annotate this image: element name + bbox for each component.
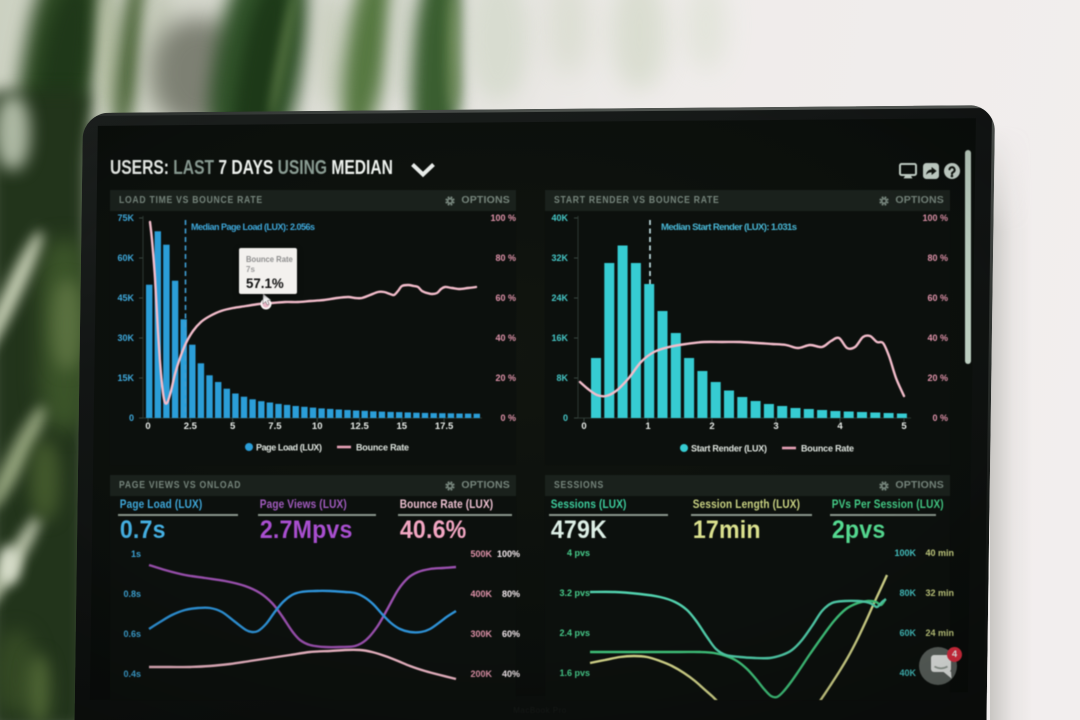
- svg-text:4: 4: [837, 421, 843, 432]
- svg-text:60 %: 60 %: [927, 293, 948, 303]
- svg-text:15: 15: [397, 421, 408, 432]
- svg-text:1s: 1s: [131, 549, 141, 559]
- svg-text:0.4s: 0.4s: [123, 669, 141, 679]
- svg-text:100 %: 100 %: [490, 213, 516, 223]
- svg-text:45K: 45K: [117, 293, 134, 303]
- svg-text:40 %: 40 %: [495, 333, 516, 343]
- svg-text:24K: 24K: [551, 293, 568, 303]
- svg-text:100 %: 100 %: [922, 213, 948, 223]
- svg-text:1.6 pvs: 1.6 pvs: [559, 668, 590, 678]
- svg-text:0.6s: 0.6s: [123, 629, 141, 639]
- svg-text:0: 0: [129, 413, 134, 423]
- svg-text:16K: 16K: [551, 333, 568, 343]
- svg-text:0 %: 0 %: [500, 413, 516, 423]
- svg-text:0: 0: [563, 413, 568, 423]
- svg-text:Bounce Rate: Bounce Rate: [356, 443, 409, 453]
- svg-text:80 %: 80 %: [495, 253, 516, 263]
- svg-text:3: 3: [773, 421, 778, 432]
- svg-text:1: 1: [645, 421, 651, 432]
- svg-text:30K: 30K: [117, 333, 134, 343]
- svg-text:24 min: 24 min: [925, 628, 954, 638]
- svg-text:0: 0: [581, 421, 586, 432]
- svg-text:40 %: 40 %: [927, 333, 948, 343]
- svg-text:Page Load (LUX): Page Load (LUX): [256, 443, 322, 453]
- svg-text:80 %: 80 %: [927, 253, 948, 263]
- svg-text:15K: 15K: [117, 373, 134, 383]
- svg-text:32 min: 32 min: [925, 588, 954, 598]
- svg-text:60 %: 60 %: [495, 293, 516, 303]
- svg-text:60K: 60K: [117, 253, 134, 263]
- svg-text:40 min: 40 min: [925, 548, 954, 558]
- svg-text:100%: 100%: [497, 549, 520, 559]
- svg-text:8K: 8K: [556, 373, 568, 383]
- svg-text:100K: 100K: [894, 548, 916, 558]
- svg-text:2.5: 2.5: [184, 421, 198, 432]
- svg-text:60%: 60%: [502, 629, 520, 639]
- svg-text:5: 5: [901, 421, 907, 432]
- svg-text:5: 5: [230, 421, 236, 432]
- svg-text:60K: 60K: [899, 628, 916, 638]
- svg-text:0 %: 0 %: [932, 413, 948, 423]
- svg-text:2: 2: [709, 421, 714, 432]
- svg-text:17.5: 17.5: [435, 421, 454, 432]
- svg-text:20 %: 20 %: [495, 373, 516, 383]
- svg-text:300K: 300K: [470, 629, 492, 639]
- svg-text:10: 10: [312, 421, 323, 432]
- svg-text:40%: 40%: [502, 669, 520, 679]
- svg-text:80K: 80K: [899, 588, 916, 598]
- svg-text:80%: 80%: [502, 589, 520, 599]
- svg-text:2.4 pvs: 2.4 pvs: [559, 628, 590, 638]
- svg-text:40K: 40K: [551, 213, 568, 223]
- svg-text:400K: 400K: [470, 589, 492, 599]
- svg-text:3.2 pvs: 3.2 pvs: [559, 588, 590, 598]
- svg-text:7.5: 7.5: [268, 421, 282, 432]
- svg-text:12.5: 12.5: [350, 421, 369, 432]
- svg-text:Median Page Load (LUX): 2.056s: Median Page Load (LUX): 2.056s: [191, 222, 315, 232]
- svg-text:0: 0: [145, 421, 150, 432]
- svg-text:200K: 200K: [470, 669, 492, 679]
- svg-text:32K: 32K: [551, 253, 568, 263]
- svg-text:Bounce Rate: Bounce Rate: [801, 444, 854, 454]
- svg-text:0.8s: 0.8s: [123, 589, 141, 599]
- svg-text:Median Start Render (LUX): 1.0: Median Start Render (LUX): 1.031s: [661, 222, 797, 233]
- svg-text:40K: 40K: [899, 668, 916, 678]
- svg-text:Start Render (LUX): Start Render (LUX): [691, 444, 767, 454]
- svg-text:20 %: 20 %: [927, 373, 948, 383]
- svg-text:500K: 500K: [470, 549, 492, 559]
- svg-text:75K: 75K: [117, 213, 134, 223]
- svg-text:4 pvs: 4 pvs: [567, 548, 590, 558]
